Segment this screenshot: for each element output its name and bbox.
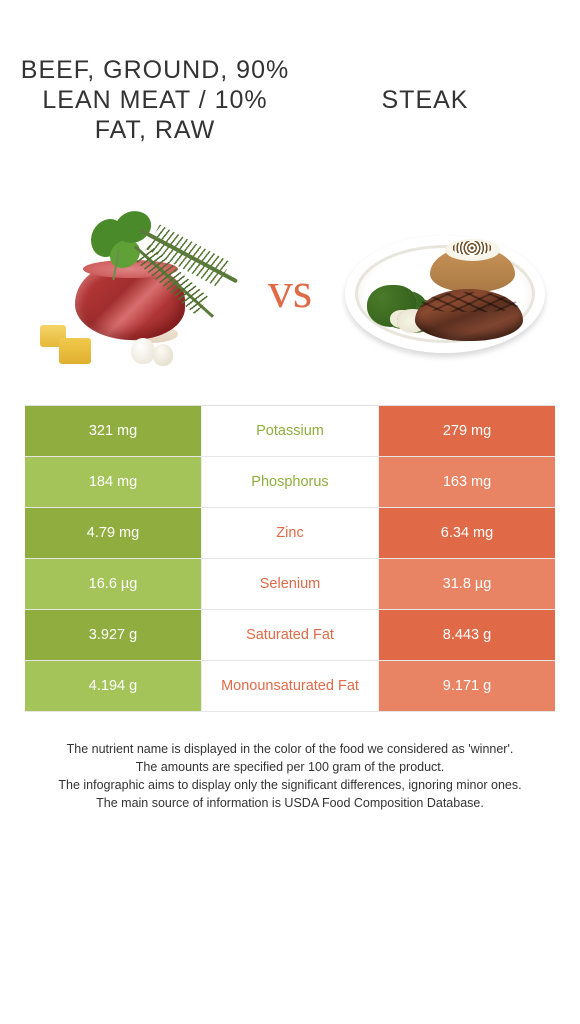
- right-value: 31.8 µg: [379, 559, 555, 610]
- table-row: 16.6 µgSelenium31.8 µg: [25, 559, 555, 610]
- footer-line: The main source of information is USDA F…: [18, 794, 562, 812]
- right-food-title: Steak: [290, 85, 560, 115]
- table-row: 184 mgPhosphorus163 mg: [25, 457, 555, 508]
- table-row: 321 mgPotassium279 mg: [25, 406, 555, 457]
- nutrient-label: Potassium: [201, 406, 379, 457]
- left-food-image: [25, 210, 245, 370]
- right-value: 279 mg: [379, 406, 555, 457]
- right-value: 8.443 g: [379, 610, 555, 661]
- left-value: 4.194 g: [25, 661, 201, 712]
- left-food-title: Beef, ground, 90% lean meat / 10% fat, r…: [20, 55, 290, 145]
- left-value: 184 mg: [25, 457, 201, 508]
- images-row: vs: [0, 190, 580, 390]
- table-row: 3.927 gSaturated Fat8.443 g: [25, 610, 555, 661]
- right-value: 9.171 g: [379, 661, 555, 712]
- table-row: 4.79 mgZinc6.34 mg: [25, 508, 555, 559]
- table-row: 4.194 gMonounsaturated Fat9.171 g: [25, 661, 555, 712]
- right-value: 6.34 mg: [379, 508, 555, 559]
- footer-line: The nutrient name is displayed in the co…: [18, 740, 562, 758]
- vs-label: vs: [245, 261, 335, 319]
- left-value: 4.79 mg: [25, 508, 201, 559]
- nutrient-label: Selenium: [201, 559, 379, 610]
- left-value: 3.927 g: [25, 610, 201, 661]
- footer-notes: The nutrient name is displayed in the co…: [0, 712, 580, 813]
- nutrient-label: Phosphorus: [201, 457, 379, 508]
- nutrient-label: Saturated Fat: [201, 610, 379, 661]
- footer-line: The amounts are specified per 100 gram o…: [18, 758, 562, 776]
- nutrient-label: Monounsaturated Fat: [201, 661, 379, 712]
- titles-row: Beef, ground, 90% lean meat / 10% fat, r…: [0, 0, 580, 190]
- nutrient-label: Zinc: [201, 508, 379, 559]
- left-value: 321 mg: [25, 406, 201, 457]
- right-value: 163 mg: [379, 457, 555, 508]
- left-value: 16.6 µg: [25, 559, 201, 610]
- right-food-image: [335, 210, 555, 370]
- comparison-table: 321 mgPotassium279 mg184 mgPhosphorus163…: [25, 405, 555, 712]
- footer-line: The infographic aims to display only the…: [18, 776, 562, 794]
